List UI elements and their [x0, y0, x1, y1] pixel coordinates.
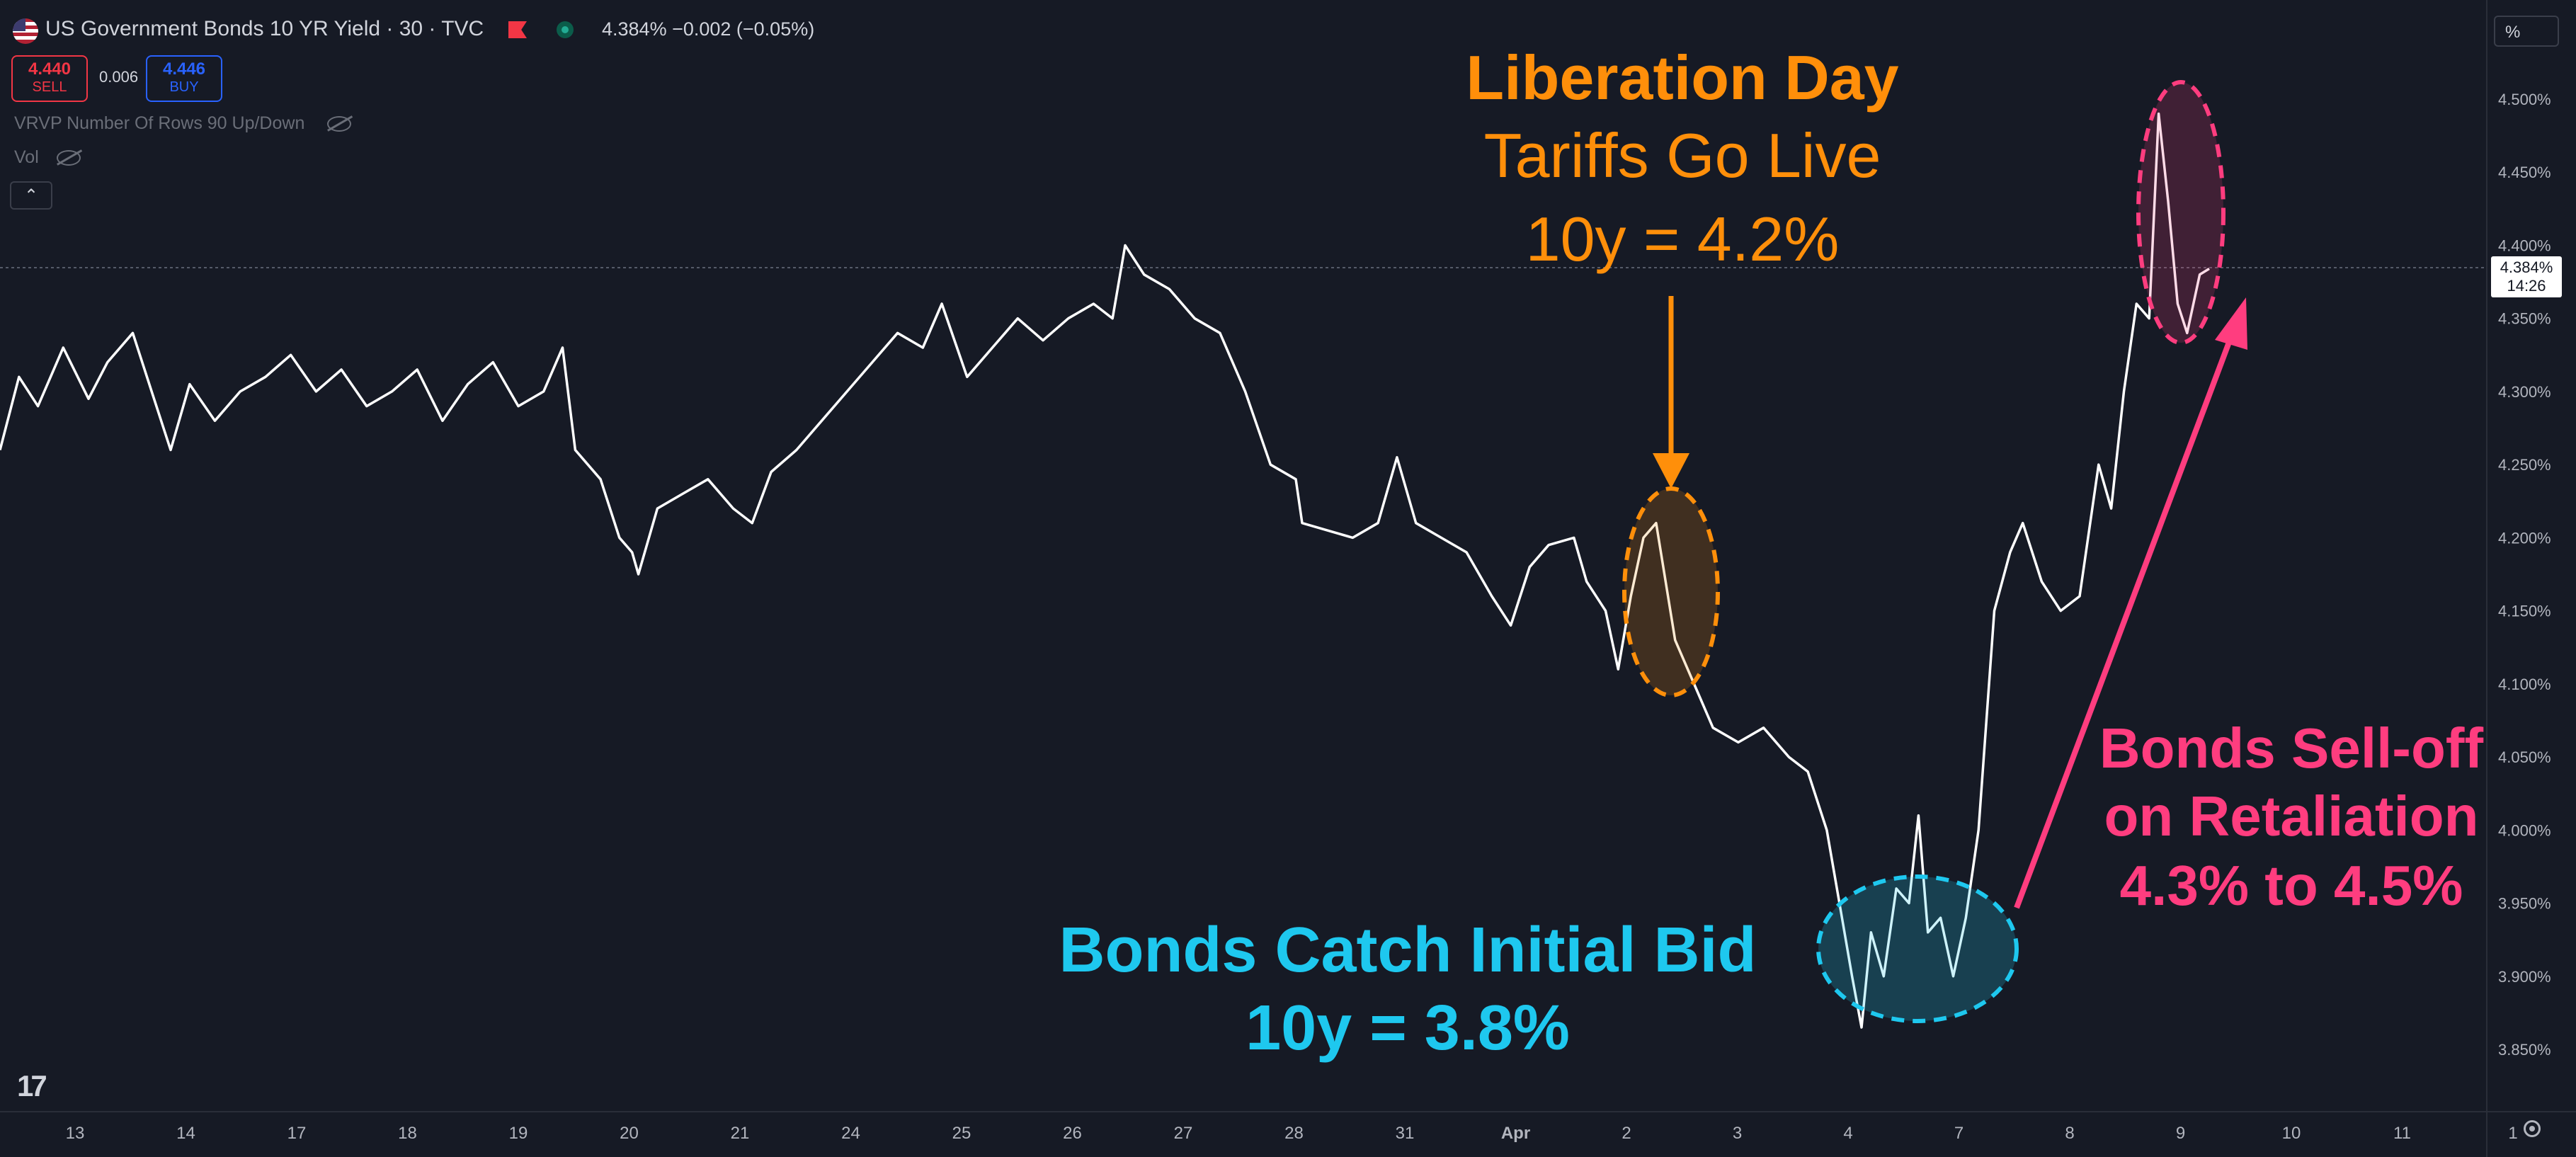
y-tick-label: 4.450%	[2498, 164, 2551, 181]
x-tick-label: 8	[2065, 1124, 2074, 1143]
x-tick-label: 21	[731, 1124, 750, 1143]
symbol-title[interactable]: US Government Bonds 10 YR Yield · 30 · T…	[45, 17, 484, 40]
liberation-day-arrow-head	[1653, 453, 1689, 489]
market-status-icon	[557, 21, 574, 38]
price-series-line	[0, 112, 2210, 1029]
x-tick-label: 17	[287, 1124, 307, 1143]
hide-eye-icon[interactable]	[327, 116, 351, 132]
annotation-retaliation: on Retaliation	[2104, 785, 2479, 848]
x-tick-label: 28	[1284, 1124, 1304, 1143]
x-tick-label: 18	[398, 1124, 417, 1143]
buy-button[interactable]: 4.446 BUY	[146, 55, 222, 102]
x-tick-label: 27	[1174, 1124, 1193, 1143]
buy-price: 4.446	[162, 59, 206, 79]
annotation-sell-off: Bonds Sell-off	[2099, 717, 2484, 780]
us-flag-icon	[13, 18, 38, 44]
x-tick-label: 9	[2176, 1124, 2185, 1143]
bar-countdown: 14:26	[2507, 277, 2546, 295]
x-tick-label: 20	[620, 1124, 639, 1143]
y-tick-label: 3.900%	[2498, 968, 2551, 986]
indicator-vol[interactable]: Vol	[14, 147, 39, 167]
gear-icon[interactable]	[2524, 1120, 2541, 1137]
x-tick-label: 13	[66, 1124, 85, 1143]
annotation-tariffs-live: Tariffs Go Live	[1484, 120, 1881, 190]
x-tick-label: Apr	[1501, 1124, 1530, 1143]
annotation-initial-bid: Bonds Catch Initial Bid	[1059, 915, 1756, 986]
sell-off-highlight	[2136, 80, 2225, 345]
y-tick-label: 4.150%	[2498, 603, 2551, 620]
sell-price: 4.440	[28, 59, 72, 79]
sell-button[interactable]: 4.440 SELL	[11, 55, 88, 102]
y-axis: 4.500% 4.450% 4.400% 4.350% 4.300% 4.250% 4.20…	[2498, 91, 2551, 1059]
x-tick-label: 26	[1063, 1124, 1082, 1143]
indicator-vrvp[interactable]: VRVP Number Of Rows 90 Up/Down	[14, 113, 305, 133]
x-tick-label: 10	[2282, 1124, 2301, 1143]
tradingview-logo[interactable]: 17	[17, 1069, 47, 1102]
y-tick-label: 4.050%	[2498, 748, 2551, 766]
annotation-10y-3-8: 10y = 3.8%	[1246, 993, 1570, 1064]
price-change: 4.384% −0.002 (−0.05%)	[602, 18, 815, 40]
y-tick-label: 4.250%	[2498, 456, 2551, 474]
current-price-label: 4.384% 14:26	[2491, 256, 2562, 297]
annotation-10y-4-2: 10y = 4.2%	[1526, 204, 1840, 274]
y-tick-label: 4.100%	[2498, 676, 2551, 693]
x-tick-label: 25	[952, 1124, 971, 1143]
x-tick-label: 3	[1733, 1124, 1742, 1143]
x-tick-label: 19	[509, 1124, 528, 1143]
spread-value: 0.006	[99, 68, 139, 86]
collapse-indicators-button[interactable]: ⌃	[10, 181, 52, 210]
y-tick-label: 3.850%	[2498, 1041, 2551, 1059]
current-price-value: 4.384%	[2500, 258, 2553, 276]
buy-label: BUY	[169, 79, 199, 95]
y-tick-label: 3.950%	[2498, 895, 2551, 913]
unit-toggle-button[interactable]: %	[2494, 16, 2559, 47]
y-tick-label: 4.000%	[2498, 821, 2551, 839]
annotation-range: 4.3% to 4.5%	[2120, 854, 2463, 917]
x-tick-label: 11	[2393, 1124, 2411, 1143]
initial-bid-highlight	[1816, 874, 2019, 1023]
y-tick-label: 4.300%	[2498, 383, 2551, 401]
liberation-day-highlight	[1622, 486, 1720, 697]
sell-off-arrow-head	[2215, 297, 2247, 350]
y-tick-label: 4.200%	[2498, 529, 2551, 547]
sell-label: SELL	[32, 79, 67, 95]
x-tick-label: 7	[1954, 1124, 1964, 1143]
y-tick-label: 4.350%	[2498, 310, 2551, 328]
x-tick-label: 14	[176, 1124, 195, 1143]
x-tick-label: 4	[1843, 1124, 1852, 1143]
y-tick-label: 4.500%	[2498, 91, 2551, 108]
annotation-liberation-day: Liberation Day	[1466, 42, 1898, 113]
x-tick-label: 24	[841, 1124, 860, 1143]
y-tick-label: 4.400%	[2498, 236, 2551, 254]
x-tick-label: 2	[1622, 1124, 1631, 1143]
sell-off-arrow	[2014, 337, 2233, 909]
x-tick-label: 31	[1396, 1124, 1415, 1143]
hide-eye-icon[interactable]	[57, 150, 81, 166]
x-axis: 13 14 17 18 19 20 21 24 25 26 27 28 31 Apr 2 3 4 7 8 9 10 11 1	[66, 1124, 2518, 1143]
x-tick-label: 1	[2508, 1124, 2517, 1143]
